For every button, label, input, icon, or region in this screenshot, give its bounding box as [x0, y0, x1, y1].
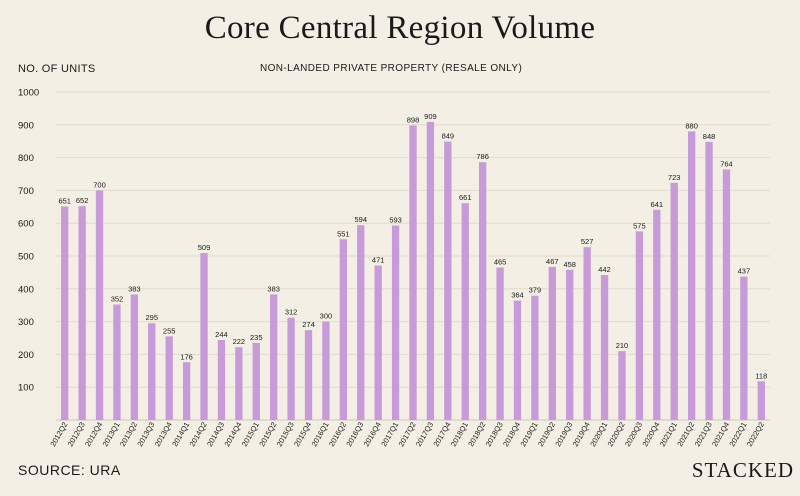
y-axis-label: NO. OF UNITS	[18, 63, 96, 75]
bar	[635, 231, 644, 420]
bar	[426, 121, 435, 421]
y-tick-label: 200	[18, 350, 34, 361]
bar	[270, 294, 278, 420]
data-label: 235	[250, 333, 263, 342]
bar	[339, 239, 347, 420]
chart-title: Core Central Region Volume	[204, 10, 596, 46]
bar	[600, 275, 609, 420]
data-label: 509	[198, 243, 211, 252]
y-tick-label: 100	[18, 383, 34, 394]
data-label: 898	[407, 115, 420, 124]
data-label: 848	[703, 132, 716, 141]
bar	[304, 330, 313, 420]
bar	[705, 141, 713, 420]
bar	[531, 295, 539, 420]
bar	[670, 182, 678, 420]
data-label: 312	[285, 308, 298, 317]
y-tick-label: 500	[18, 252, 34, 263]
y-tick-label: 300	[18, 317, 34, 328]
brand-logo: STACKED	[691, 458, 794, 482]
source-note: SOURCE: URA	[18, 462, 121, 478]
bar	[618, 351, 626, 420]
data-label: 458	[563, 260, 576, 269]
data-label: 786	[476, 152, 489, 161]
data-label: 364	[511, 291, 524, 300]
y-tick-label: 800	[18, 153, 34, 164]
data-label: 551	[337, 229, 350, 238]
y-tick-label: 1000	[18, 88, 39, 99]
data-label: 880	[685, 121, 698, 130]
y-tick-label: 400	[18, 284, 34, 295]
x-tick-label: 2022Q2	[745, 421, 766, 449]
bar	[95, 190, 104, 420]
bar	[722, 169, 731, 420]
data-label: 575	[633, 221, 646, 230]
y-tick-label: 600	[18, 219, 34, 230]
bar	[653, 209, 661, 420]
bar	[687, 131, 696, 421]
data-label: 651	[58, 196, 71, 205]
data-label: 300	[320, 312, 333, 321]
bar	[757, 381, 765, 420]
data-label: 652	[76, 196, 89, 205]
data-label: 849	[442, 132, 455, 141]
data-label: 723	[668, 173, 681, 182]
bar	[165, 336, 173, 420]
data-label: 764	[720, 159, 733, 168]
bar	[61, 206, 69, 420]
data-label: 661	[459, 193, 472, 202]
bar	[374, 265, 382, 420]
y-tick-label: 900	[18, 120, 34, 131]
data-label: 909	[424, 112, 437, 121]
data-label: 700	[93, 180, 106, 189]
bar	[461, 203, 469, 420]
bar	[252, 342, 260, 420]
data-label: 176	[180, 352, 193, 361]
bar	[322, 321, 330, 420]
data-label: 593	[389, 215, 402, 224]
data-label: 244	[215, 330, 228, 339]
data-label: 383	[267, 284, 280, 293]
data-label: 442	[598, 265, 611, 274]
data-label: 437	[738, 267, 751, 276]
bar	[217, 339, 226, 420]
bar	[200, 253, 208, 420]
data-label: 467	[546, 257, 559, 266]
bar	[148, 323, 156, 420]
bar	[479, 162, 487, 420]
bar	[496, 267, 504, 420]
bar	[113, 304, 121, 420]
data-label: 274	[302, 320, 315, 329]
bar	[409, 125, 417, 421]
data-label: 118	[755, 371, 767, 380]
data-label: 527	[581, 237, 594, 246]
bar	[235, 347, 243, 420]
data-label: 641	[651, 200, 664, 209]
bar	[391, 225, 400, 420]
data-label: 465	[494, 257, 507, 266]
data-label: 383	[128, 284, 141, 293]
data-label: 471	[372, 256, 385, 265]
bar	[513, 300, 522, 420]
bar	[78, 206, 86, 420]
data-label: 379	[529, 286, 542, 295]
bar	[357, 225, 365, 420]
data-label: 352	[111, 295, 124, 304]
data-label: 255	[163, 326, 176, 335]
bar	[548, 266, 556, 420]
y-tick-label: 700	[18, 186, 34, 197]
bar	[566, 269, 574, 420]
data-label: 295	[146, 313, 159, 322]
data-label: 222	[233, 337, 246, 346]
chart-subtitle: NON-LANDED PRIVATE PROPERTY (RESALE ONLY…	[260, 63, 523, 74]
bar	[583, 247, 591, 420]
bar	[740, 276, 748, 420]
bar	[130, 294, 139, 420]
bar	[444, 141, 452, 420]
data-label: 210	[616, 341, 629, 350]
bar	[182, 362, 191, 420]
bar	[287, 317, 295, 420]
data-label: 594	[354, 215, 367, 224]
